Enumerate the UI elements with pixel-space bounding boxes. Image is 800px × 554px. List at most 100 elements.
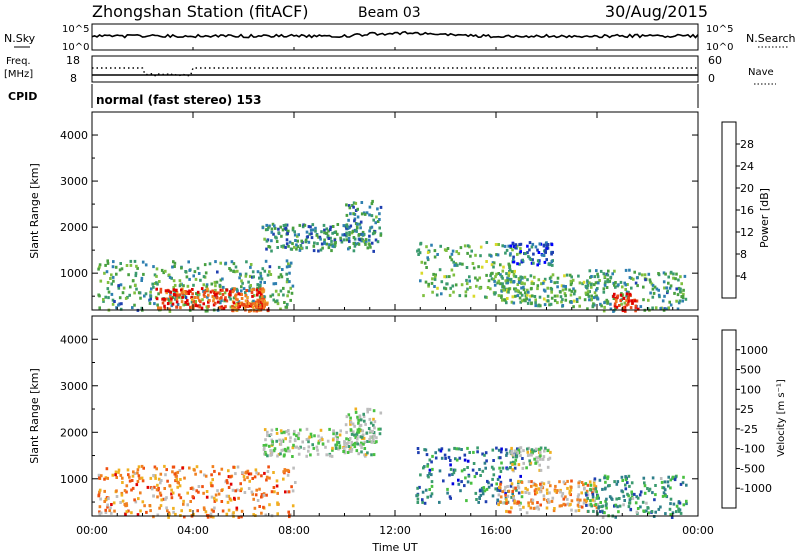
- heatmap-cell: [548, 456, 552, 460]
- heatmap-cell: [448, 473, 451, 477]
- heatmap-cell: [224, 305, 227, 309]
- heatmap-cell: [136, 471, 139, 475]
- heatmap-cell: [311, 228, 315, 232]
- heatmap-cell: [553, 281, 556, 285]
- heatmap-cell: [544, 446, 547, 450]
- heatmap-cell: [542, 297, 546, 301]
- heatmap-cell: [98, 490, 101, 494]
- heatmap-cell: [186, 491, 189, 495]
- heatmap-cell: [492, 278, 496, 281]
- heatmap-cell: [510, 495, 513, 499]
- heatmap-cell: [240, 289, 243, 293]
- heatmap-cell: [500, 289, 504, 293]
- heatmap-cell: [522, 505, 525, 509]
- heatmap-cell: [285, 242, 289, 246]
- heatmap-cell: [172, 510, 175, 514]
- heatmap-cell: [347, 413, 351, 417]
- heatmap-cell: [623, 499, 626, 502]
- heatmap-cell: [277, 227, 280, 231]
- heatmap-cell: [491, 271, 494, 275]
- time-axis: 00:00 04:00 08:00 12:00 16:00 20:00 00:00: [76, 47, 714, 537]
- heatmap-cell: [628, 276, 632, 280]
- heatmap-cell: [186, 299, 189, 303]
- heatmap-cell: [498, 489, 502, 493]
- heatmap-cell: [328, 243, 331, 247]
- heatmap-cell: [334, 446, 338, 450]
- heatmap-cell: [628, 484, 631, 488]
- heatmap-cell: [426, 463, 430, 467]
- heatmap-cell: [297, 437, 300, 441]
- heatmap-cell: [634, 501, 638, 505]
- heatmap-cell: [287, 429, 290, 432]
- heatmap-cell: [606, 278, 609, 282]
- heatmap-cell: [152, 494, 155, 498]
- heatmap-cell: [234, 265, 238, 269]
- heatmap-cell: [348, 226, 351, 229]
- heatmap-cell: [356, 215, 360, 219]
- heatmap-cell: [287, 262, 290, 266]
- heatmap-cell: [131, 306, 134, 310]
- heatmap-cell: [681, 481, 685, 485]
- heatmap-cell: [263, 237, 266, 241]
- heatmap-cell: [178, 484, 182, 488]
- heatmap-cell: [598, 478, 602, 482]
- heatmap-cell: [550, 296, 554, 300]
- heatmap-cell: [589, 488, 592, 491]
- heatmap-cell: [620, 302, 623, 306]
- heatmap-cell: [274, 289, 278, 293]
- heatmap-cell: [203, 473, 206, 477]
- heatmap-cell: [270, 438, 274, 442]
- heatmap-cell: [668, 507, 672, 511]
- heatmap-cell: [303, 223, 307, 227]
- heatmap-cell: [613, 302, 617, 306]
- heatmap-cell: [345, 415, 349, 419]
- heatmap-cell: [547, 500, 551, 504]
- heatmap-cell: [496, 281, 499, 285]
- heatmap-cell: [231, 290, 235, 294]
- heatmap-cell: [273, 447, 277, 451]
- heatmap-cell: [615, 497, 618, 501]
- heatmap-cell: [659, 307, 662, 310]
- heatmap-cell: [227, 469, 230, 473]
- cpid-label: CPID: [8, 90, 37, 103]
- heatmap-cell: [580, 491, 583, 495]
- heatmap-cell: [163, 464, 166, 468]
- heatmap-cell: [249, 263, 253, 266]
- heatmap-cell: [181, 295, 184, 299]
- heatmap-cell: [514, 243, 518, 247]
- heatmap-cell: [423, 261, 427, 265]
- heatmap-cell: [299, 445, 302, 449]
- heatmap-cell: [270, 428, 274, 432]
- heatmap-cell: [244, 299, 248, 303]
- y-tick-label: 4000: [60, 129, 88, 142]
- heatmap-cell: [275, 439, 278, 443]
- heatmap-cell: [639, 505, 642, 509]
- heatmap-cell: [106, 259, 109, 263]
- heatmap-cell: [247, 280, 250, 284]
- heatmap-cell: [317, 441, 320, 445]
- heatmap-cell: [430, 473, 433, 477]
- heatmap-cell: [564, 287, 568, 291]
- heatmap-cell: [595, 506, 599, 510]
- heatmap-cell: [232, 465, 235, 469]
- heatmap-cell: [282, 224, 286, 227]
- heatmap-cell: [539, 450, 542, 454]
- heatmap-cell: [253, 304, 257, 307]
- heatmap-cell: [290, 485, 293, 489]
- heatmap-cell: [491, 477, 494, 481]
- heatmap-cell: [512, 496, 515, 500]
- heatmap-cell: [620, 489, 623, 493]
- heatmap-cell: [492, 473, 496, 477]
- heatmap-cell: [527, 504, 531, 508]
- heatmap-cell: [218, 472, 221, 476]
- heatmap-cell: [269, 294, 272, 298]
- heatmap-cell: [255, 305, 258, 309]
- heatmap-cell: [158, 491, 162, 495]
- heatmap-cell: [453, 263, 456, 267]
- heatmap-cell: [523, 275, 527, 279]
- heatmap-cell: [578, 304, 581, 308]
- heatmap-cell: [570, 300, 573, 304]
- heatmap-cell: [489, 287, 492, 291]
- heatmap-cell: [202, 302, 205, 306]
- heatmap-cell: [140, 476, 144, 480]
